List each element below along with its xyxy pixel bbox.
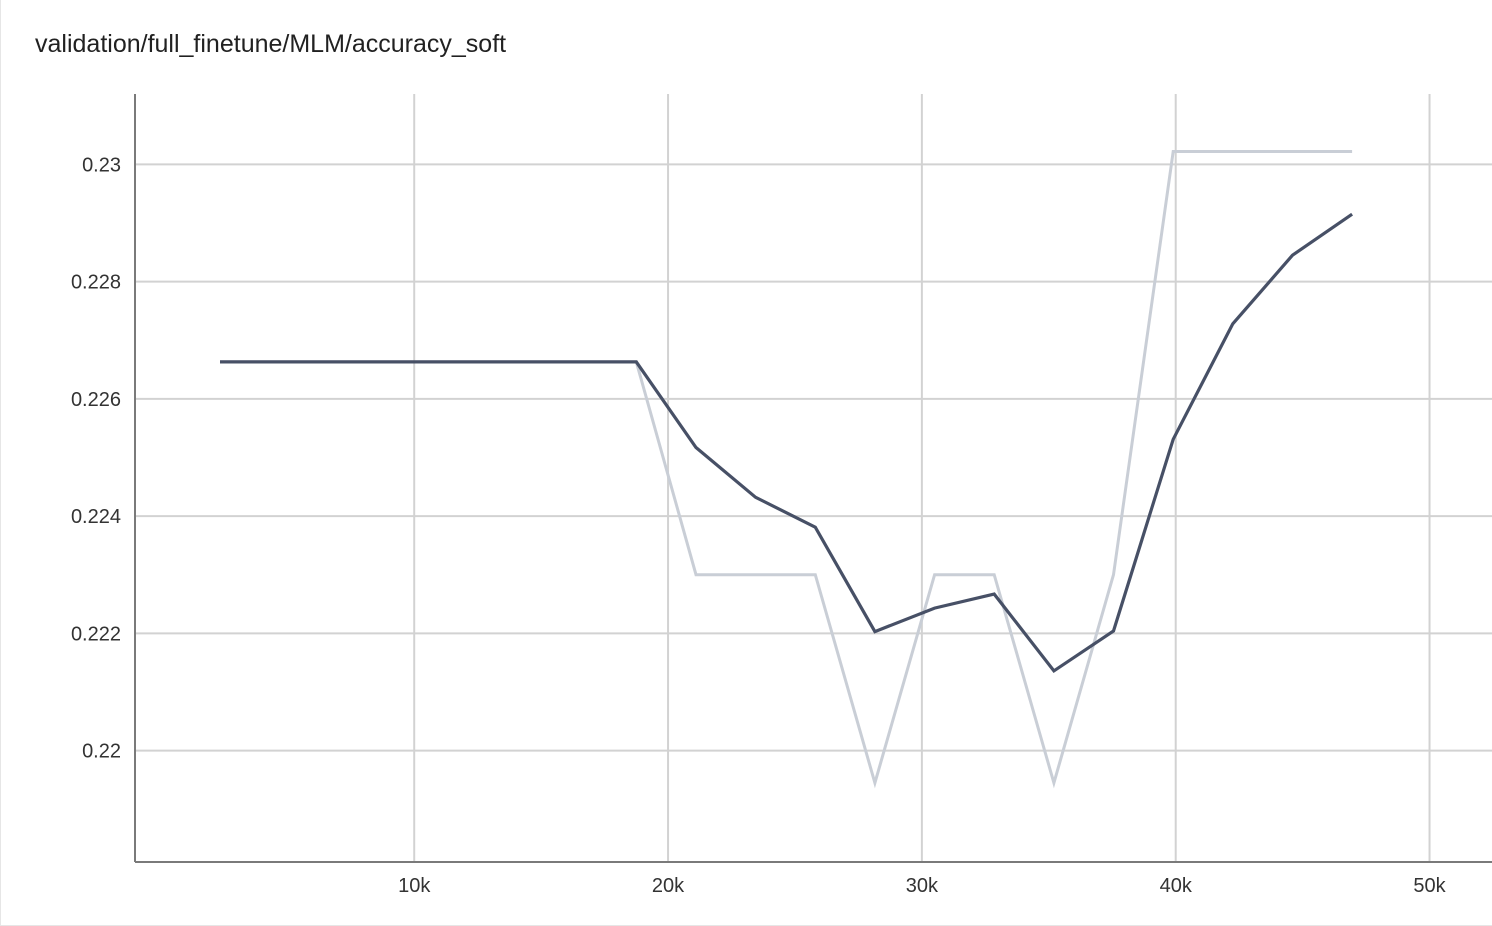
y-tick-label: 0.228: [71, 272, 121, 294]
chart-title: validation/full_finetune/MLM/accuracy_so…: [35, 30, 507, 58]
x-tick-label: 10k: [398, 875, 431, 897]
y-tick-label: 0.222: [71, 623, 121, 645]
y-tick-label: 0.23: [82, 154, 121, 176]
series-line-raw: [220, 150, 1353, 789]
x-tick-label: 20k: [652, 875, 685, 897]
x-tick-label: 50k: [1413, 875, 1446, 897]
y-tick-label: 0.22: [82, 741, 121, 763]
y-tick-label: 0.224: [71, 506, 121, 528]
y-gridlines: [135, 163, 1492, 752]
x-tick-labels: 10k 20k 30k 40k 50k: [398, 875, 1447, 897]
axes: [134, 94, 1492, 863]
x-gridlines: [413, 94, 1431, 862]
y-tick-label: 0.226: [71, 389, 121, 411]
series-line-smoothed: [220, 212, 1354, 674]
series-layer: [220, 150, 1354, 789]
x-tick-label: 40k: [1160, 875, 1193, 897]
x-tick-label: 30k: [906, 875, 939, 897]
y-tick-labels: 0.22 0.222 0.224 0.226 0.228 0.23: [71, 154, 121, 762]
